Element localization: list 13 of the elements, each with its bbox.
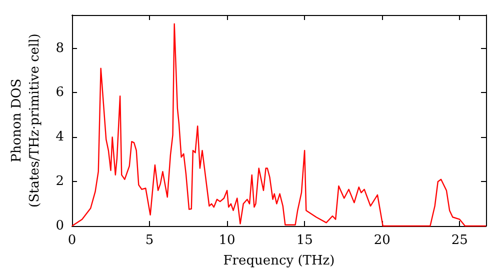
x-tick-label: 0 [68, 233, 76, 248]
y-tick-label: 8 [56, 40, 64, 56]
x-tick-label: 25 [451, 233, 468, 248]
y-axis-title: Phonon DOS (States/THz·primitive cell) [10, 33, 42, 208]
y-tick-label: 6 [56, 85, 64, 100]
x-axis-title: Frequency (THz) [223, 254, 335, 268]
y-tick-label: 4 [56, 130, 64, 145]
y-tick-label: 2 [56, 174, 64, 190]
x-tick-label: 5 [145, 233, 154, 248]
x-tick-label: 20 [374, 233, 390, 248]
y-tick-label: 0 [56, 218, 64, 234]
x-tick-label: 10 [218, 233, 236, 248]
x-tick-label: 15 [296, 233, 313, 248]
